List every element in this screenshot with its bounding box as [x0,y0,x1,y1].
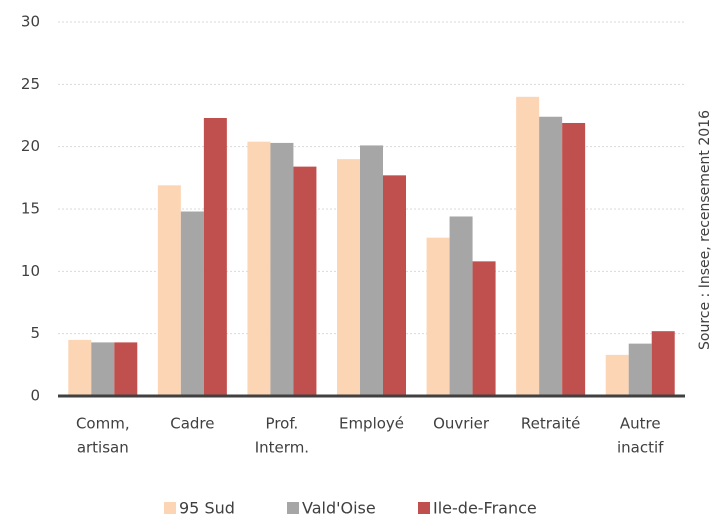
bar [360,145,383,396]
legend-label: Ile-de-France [433,499,537,518]
bar [539,116,563,396]
bar [293,166,317,396]
bar [651,331,675,396]
bar [628,343,652,396]
y-tick-label: 20 [21,137,40,155]
x-tick-label: Interm. [255,439,309,457]
x-tick-label: artisan [77,439,129,457]
bar [91,342,115,396]
x-tick-label: Employé [339,415,404,433]
x-tick-label: Autre [620,415,661,433]
y-tick-label: 5 [30,324,40,342]
x-tick-label: Prof. [266,415,299,433]
bar [516,96,540,397]
bar [203,117,227,396]
x-tick-label: Comm, [76,415,130,433]
bar [426,237,450,396]
bar [157,185,181,396]
y-tick-label: 10 [21,262,40,280]
legend-label: 95 Sud [179,499,235,518]
x-tick-label: Retraité [521,415,581,433]
bar [68,339,92,396]
bar [562,122,586,396]
x-tick-label: Ouvrier [433,415,490,433]
legend-label: Vald'Oise [302,499,376,518]
bar [180,211,204,396]
x-tick-label: inactif [617,439,664,457]
bar [449,216,473,396]
bar [270,142,294,396]
source-note: Source : Insee, recensement 2016 [697,110,713,350]
bar [337,159,360,396]
y-tick-label: 0 [30,387,40,405]
y-tick-label: 15 [21,200,40,218]
legend-swatch [418,502,430,514]
legend-swatch [164,502,176,514]
bar [247,141,271,396]
x-tick-label: Cadre [170,415,214,433]
legend-swatch [287,502,299,514]
bar [383,175,406,396]
bar [605,354,629,396]
y-tick-label: 30 [21,13,40,31]
y-tick-label: 25 [21,75,40,93]
bar [114,342,138,396]
bar [472,261,496,396]
